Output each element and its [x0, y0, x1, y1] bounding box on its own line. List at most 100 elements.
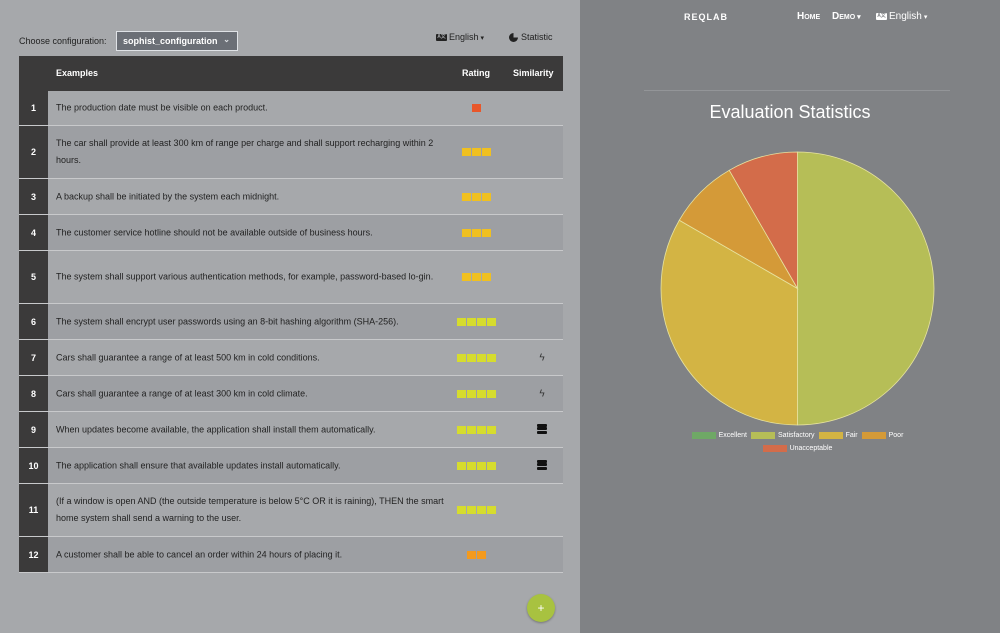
config-bar: Choose configuration: sophist_configurat… — [19, 31, 559, 51]
table-row[interactable]: 7 Cars shall guarantee a range of at leas… — [19, 340, 563, 376]
row-number: 11 — [19, 484, 48, 536]
legend-item-fair[interactable]: Fair — [818, 429, 858, 442]
legend-item-satisfactory[interactable]: Satisfactory — [750, 429, 815, 442]
rating-block — [486, 425, 496, 434]
row-text: The customer service hotline should not … — [56, 227, 373, 237]
rating-block — [486, 506, 496, 514]
table-row[interactable]: 11 (If a window is open AND (the outside … — [19, 484, 563, 537]
rating-indicator — [445, 550, 507, 559]
rating-block — [466, 425, 476, 434]
rating-block — [471, 273, 481, 281]
row-number: 7 — [19, 340, 48, 375]
pie-slice-fair[interactable] — [660, 219, 798, 426]
table-row[interactable]: 6 The system shall encrypt user passwords… — [19, 304, 563, 340]
legend-swatch — [691, 431, 716, 439]
legend-label: Excellent — [718, 432, 747, 439]
nav-language-label: English — [889, 11, 922, 22]
table-row[interactable]: 10 The application shall ensure that avai… — [19, 448, 563, 484]
table-row[interactable]: 1 The production date must be visible on … — [19, 91, 563, 126]
layers-icon[interactable] — [537, 423, 547, 434]
rating-block — [456, 389, 466, 398]
language-dropdown[interactable]: A文 English ▾ — [436, 32, 484, 42]
chart-legend: Excellent Satisfactory Fair Poor Unacceptabl… — [680, 429, 915, 455]
header-examples: Examples — [56, 68, 99, 78]
table-row[interactable]: 5 The system shall support various authen… — [19, 251, 563, 304]
table-row[interactable]: 2 The car shall provide at least 300 km o… — [19, 126, 563, 179]
rating-block — [466, 353, 476, 362]
header-similarity: Similarity — [513, 68, 554, 78]
rating-block — [486, 389, 496, 398]
language-icon: A文 — [876, 12, 887, 20]
rating-block — [471, 148, 481, 156]
rating-indicator — [445, 104, 507, 112]
legend-swatch — [818, 431, 843, 439]
row-number: 2 — [19, 126, 48, 178]
legend-swatch — [762, 444, 787, 452]
rating-block — [486, 317, 496, 326]
nav-demo-dropdown[interactable]: Demo ▾ — [832, 11, 861, 22]
similarity-cell: ϟ — [519, 388, 565, 399]
nav-home-link[interactable]: Home — [797, 11, 821, 22]
nav-language-dropdown[interactable]: A文 English ▾ — [876, 11, 927, 22]
rating-indicator — [445, 461, 507, 470]
statistic-link[interactable]: Statistic — [509, 32, 553, 43]
row-text: The system shall support various authent… — [56, 271, 434, 282]
config-label: Choose configuration: — [19, 36, 107, 46]
rating-block — [466, 506, 476, 514]
rating-block — [476, 506, 486, 514]
layers-icon[interactable] — [537, 459, 547, 470]
table-row[interactable]: 3 A backup shall be initiated by the syst… — [19, 179, 563, 215]
pie-chart-icon — [509, 33, 518, 43]
table-row[interactable]: 8 Cars shall guarantee a range of at leas… — [19, 376, 563, 412]
rating-block — [466, 550, 476, 559]
row-number: 12 — [19, 537, 48, 572]
language-icon: A文 — [436, 34, 447, 42]
rating-indicator — [445, 148, 507, 156]
bolt-icon[interactable]: ϟ — [539, 352, 545, 363]
table-body: 1 The production date must be visible on … — [19, 91, 563, 573]
rating-block — [476, 550, 486, 559]
config-select[interactable]: sophist_configuration ⌄ — [116, 31, 238, 51]
chevron-down-icon: ⌄ — [223, 35, 230, 44]
add-button[interactable]: + — [527, 594, 555, 622]
rating-indicator — [445, 425, 507, 434]
rating-block — [466, 389, 476, 398]
table-header: Examples Rating Similarity — [19, 56, 563, 91]
row-text: The car shall provide at least 300 km of… — [56, 138, 434, 165]
legend-item-unacceptable[interactable]: Unacceptable — [762, 442, 832, 455]
rating-indicator — [445, 228, 507, 237]
rating-indicator — [445, 317, 507, 326]
rating-indicator — [445, 273, 507, 281]
legend-item-poor[interactable]: Poor — [861, 429, 903, 442]
rating-block — [481, 192, 491, 201]
rating-block — [486, 353, 496, 362]
legend-label: Satisfactory — [777, 432, 815, 439]
rating-block — [476, 461, 486, 470]
rating-block — [486, 461, 496, 470]
divider — [644, 90, 950, 91]
caret-down-icon: ▾ — [480, 35, 485, 42]
table-row[interactable]: 4 The customer service hotline should not… — [19, 215, 563, 251]
row-text: When updates become available, the appli… — [56, 424, 376, 434]
rating-block — [466, 317, 476, 326]
caret-down-icon: ▾ — [923, 14, 928, 21]
pie-slice-unacceptable[interactable] — [728, 151, 798, 290]
brand-logo[interactable]: REQLAB — [684, 12, 728, 22]
rating-block — [481, 228, 491, 237]
rating-block — [461, 228, 471, 237]
pie-slice-satisfactory[interactable] — [797, 151, 935, 426]
rating-block — [471, 192, 481, 201]
rating-block — [476, 389, 486, 398]
table-row[interactable]: 12 A customer shall be able to cancel an … — [19, 537, 563, 573]
rating-block — [481, 148, 491, 156]
row-text: Cars shall guarantee a range of at least… — [56, 388, 308, 398]
row-number: 1 — [19, 91, 48, 125]
row-number: 9 — [19, 412, 48, 447]
legend-item-excellent[interactable]: Excellent — [691, 429, 747, 442]
row-text: A customer shall be able to cancel an or… — [56, 549, 343, 559]
rating-block — [461, 148, 471, 156]
table-row[interactable]: 9 When updates become available, the appl… — [19, 412, 563, 448]
rating-block — [456, 353, 466, 362]
row-number: 8 — [19, 376, 48, 411]
bolt-icon[interactable]: ϟ — [539, 388, 545, 399]
